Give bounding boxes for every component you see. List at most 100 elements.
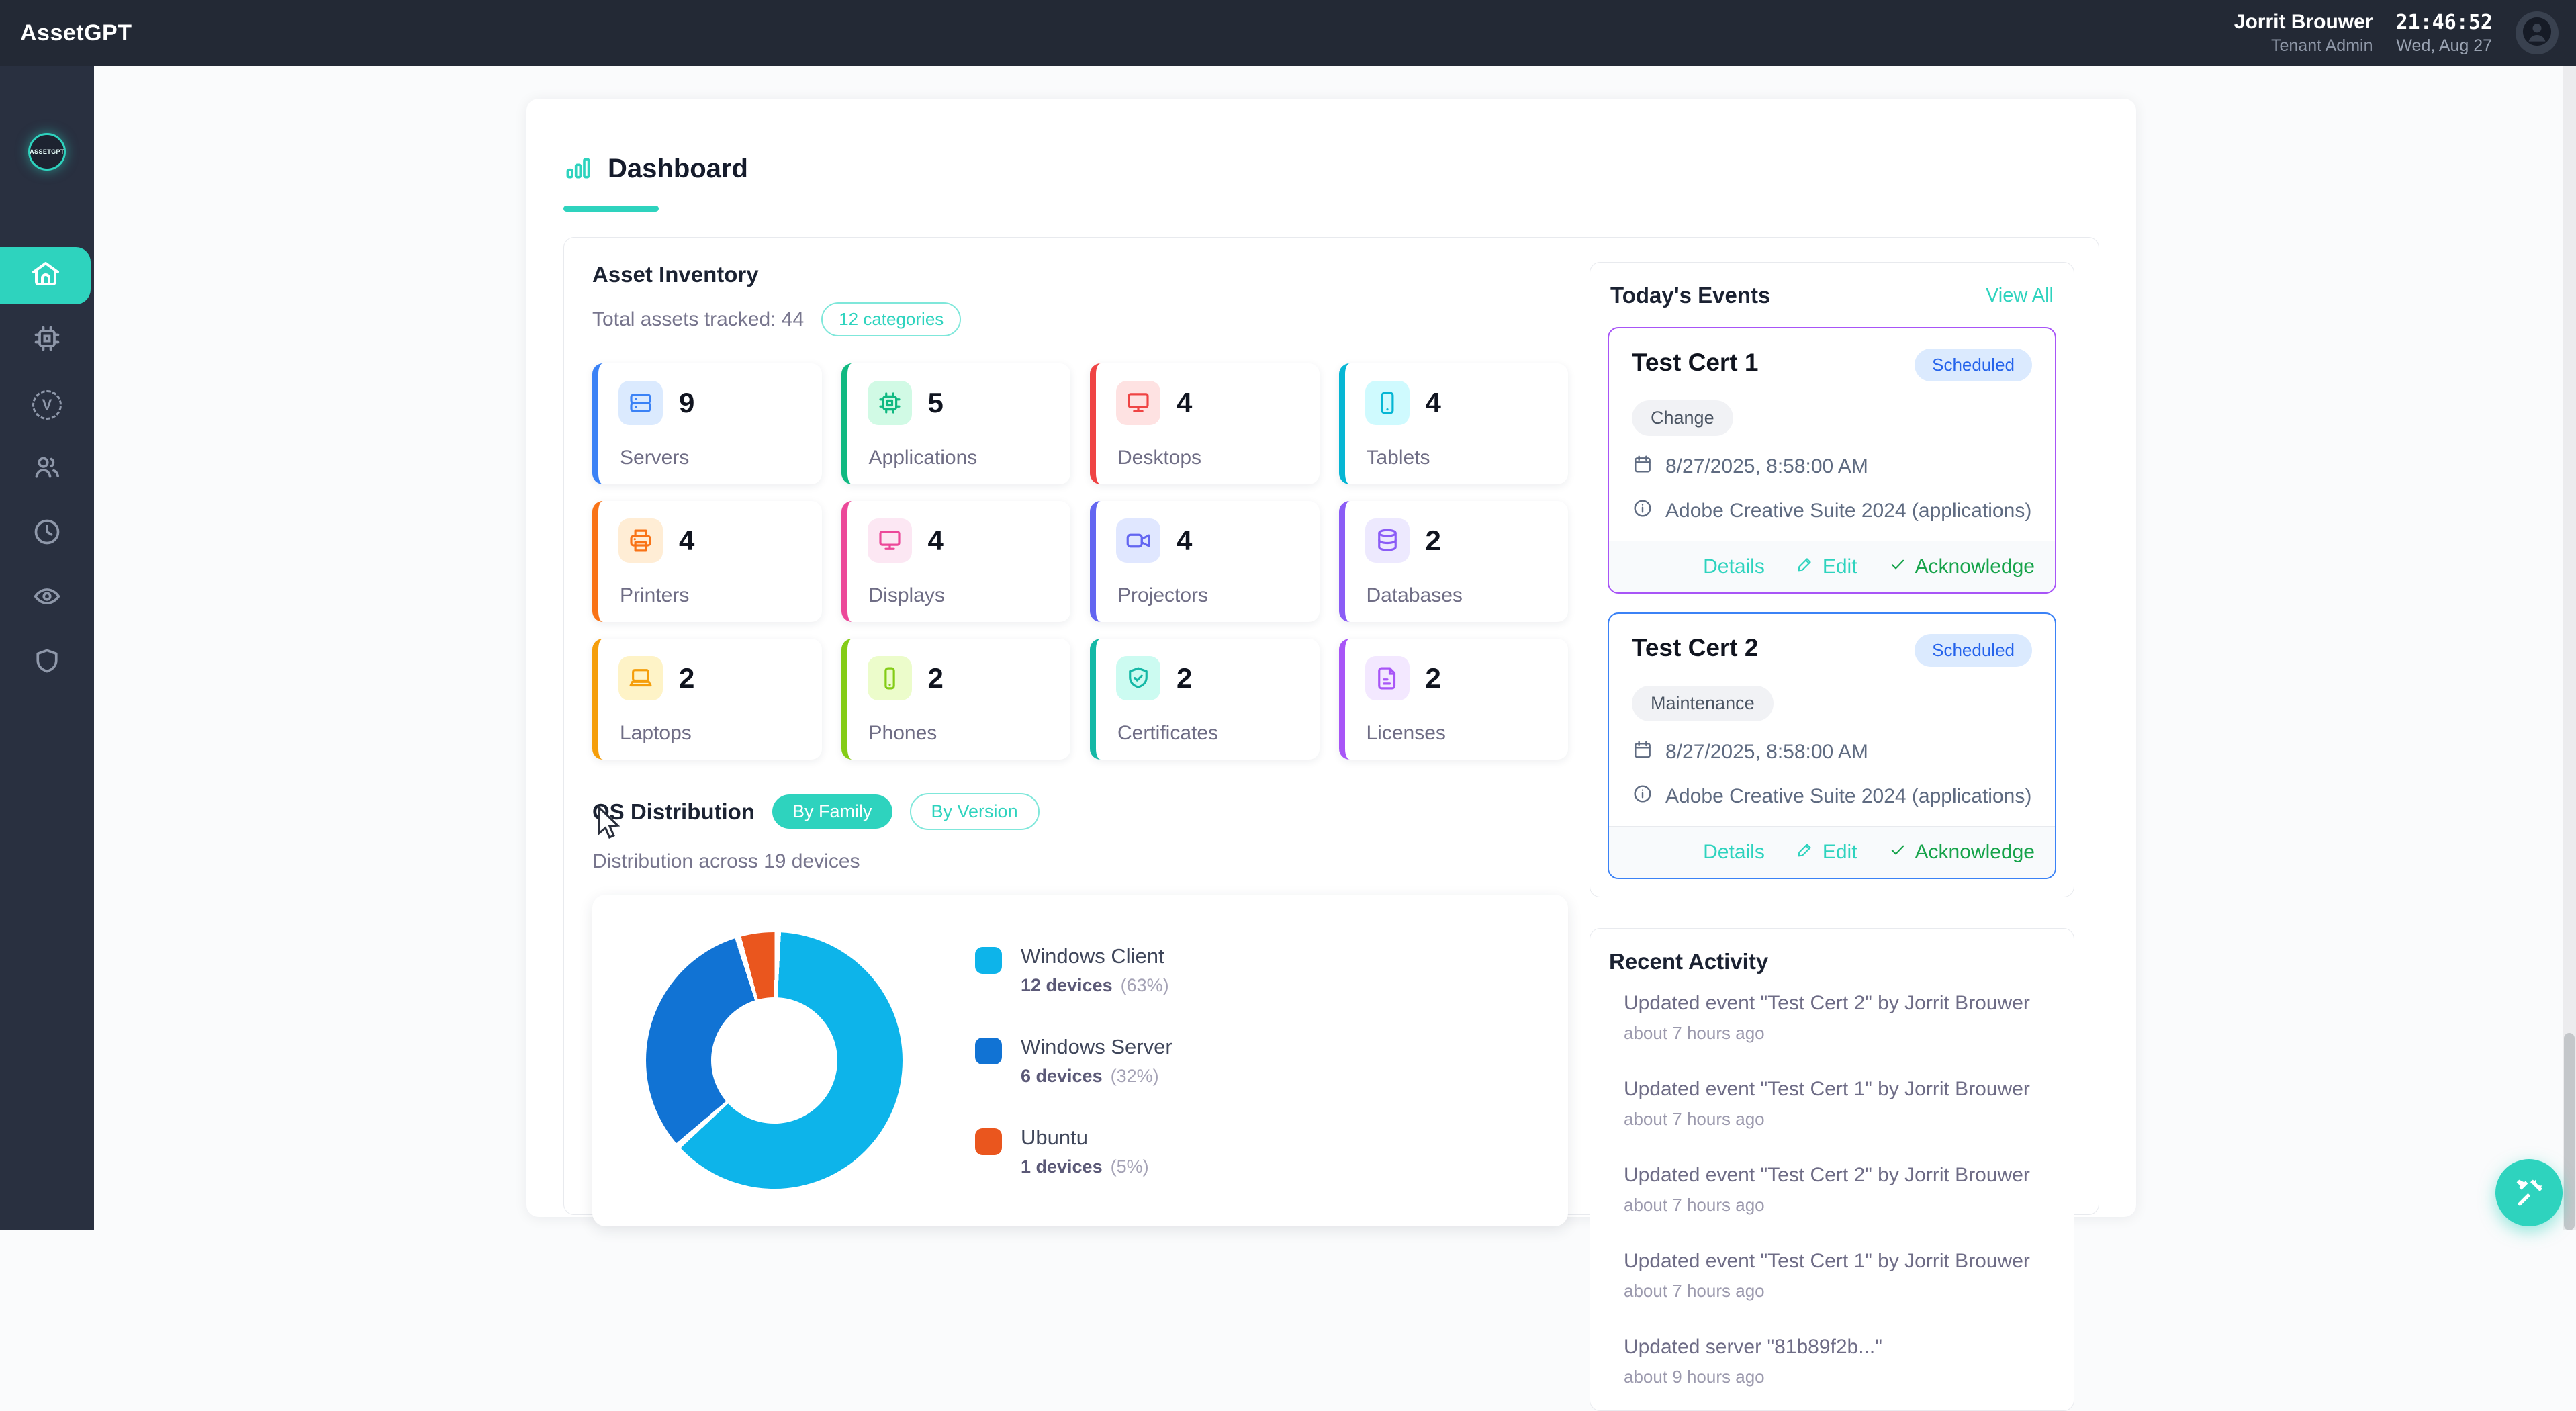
legend-swatch — [975, 1037, 1002, 1064]
asset-card-tablets[interactable]: 4 Tablets — [1338, 363, 1568, 484]
event-subject: Adobe Creative Suite 2024 (applications) — [1665, 785, 2032, 807]
event-type-tag: Maintenance — [1632, 686, 1774, 721]
asset-count: 2 — [1425, 662, 1441, 694]
main-area: Dashboard Asset Inventory Total assets t… — [94, 66, 2563, 1411]
asset-card-laptops[interactable]: 2 Laptops — [592, 639, 822, 760]
event-title: Test Cert 1 — [1632, 349, 1759, 376]
status-badge: Scheduled — [1915, 634, 2032, 667]
content-wrapper: Asset Inventory Total assets tracked: 44… — [563, 237, 2099, 1411]
left-column: Asset Inventory Total assets tracked: 44… — [592, 262, 1568, 1226]
activity-item[interactable]: Updated event "Test Cert 1" by Jorrit Br… — [1609, 1060, 2055, 1146]
clock-time: 21:46:52 — [2395, 10, 2493, 34]
acknowledge-button[interactable]: Acknowledge — [1888, 840, 2035, 864]
mouse-cursor — [594, 805, 625, 847]
activity-item[interactable]: Updated event "Test Cert 2" by Jorrit Br… — [1609, 1146, 2055, 1232]
donut-chart — [646, 932, 903, 1189]
asset-inventory-subtitle: Total assets tracked: 44 — [592, 308, 804, 330]
sidebar-item-history[interactable] — [0, 505, 94, 562]
calendar-icon — [1632, 453, 1653, 480]
asset-label: Laptops — [620, 722, 692, 744]
right-column: Today's Events View All Test Cert 1 Sched… — [1590, 262, 2074, 1411]
sidebar-item-monitoring[interactable] — [0, 570, 94, 627]
printer-icon — [618, 518, 663, 563]
asset-grid: 9 Servers 5 Applications 4 Desktops 4 Tablets 4 P… — [592, 363, 1568, 760]
asset-card-databases[interactable]: 2 Databases — [1338, 501, 1568, 622]
projector-icon — [1116, 518, 1160, 563]
activity-item[interactable]: Updated event "Test Cert 2" by Jorrit Br… — [1609, 974, 2055, 1060]
details-button[interactable]: Details — [1703, 555, 1765, 578]
bar-chart-icon — [563, 152, 593, 185]
activity-text: Updated event "Test Cert 2" by Jorrit Br… — [1624, 1164, 2030, 1186]
asset-card-servers[interactable]: 9 Servers — [592, 363, 822, 484]
asset-card-phones[interactable]: 2 Phones — [841, 639, 1070, 760]
sidebar-logo-badge[interactable]: ASSETGPT — [28, 133, 66, 171]
legend-label: Windows Server — [1021, 1034, 1172, 1058]
dashboard-header: Dashboard — [563, 152, 2099, 185]
eye-icon — [32, 582, 62, 615]
activity-item[interactable]: Updated event "Test Cert 1" by Jorrit Br… — [1609, 1232, 2055, 1318]
status-badge: Scheduled — [1915, 349, 2032, 381]
chart-legend: Windows Client 12 devices (63%) Windows Ser… — [975, 944, 1172, 1177]
edit-button[interactable]: Edit — [1796, 840, 1857, 864]
title-underline — [563, 206, 659, 212]
scrollbar-thumb[interactable] — [2564, 1033, 2575, 1230]
dashboard-card: Dashboard Asset Inventory Total assets t… — [526, 99, 2136, 1411]
asset-card-projectors[interactable]: 4 Projectors — [1090, 501, 1320, 622]
sidebar-item-security[interactable] — [0, 634, 94, 691]
cpu-icon — [32, 324, 62, 357]
event-type-tag: Change — [1632, 400, 1733, 436]
edit-button[interactable]: Edit — [1796, 555, 1857, 579]
asset-label: Certificates — [1117, 722, 1219, 744]
asset-count: 2 — [1425, 525, 1441, 556]
recent-activity-card: Recent Activity Updated event "Test Cert… — [1590, 928, 2074, 1411]
pencil-icon — [1796, 840, 1814, 864]
asset-count: 4 — [927, 525, 944, 556]
sidebar-item-home[interactable] — [0, 247, 91, 304]
asset-label: Desktops — [1117, 447, 1202, 469]
activity-text: Updated event "Test Cert 2" by Jorrit Br… — [1624, 992, 2030, 1014]
sidebar-item-users[interactable] — [0, 441, 94, 498]
by-version-toggle[interactable]: By Version — [909, 793, 1040, 830]
asset-count: 4 — [1425, 387, 1441, 418]
shield-check-icon — [1116, 656, 1160, 700]
activity-time: about 7 hours ago — [1624, 1109, 1765, 1129]
view-all-link[interactable]: View All — [1985, 284, 2054, 306]
by-family-toggle[interactable]: By Family — [772, 794, 892, 829]
user-avatar[interactable] — [2516, 11, 2559, 54]
asset-count: 4 — [679, 525, 695, 556]
asset-label: Databases — [1366, 584, 1463, 606]
user-name: Jorrit Brouwer — [2234, 10, 2373, 33]
home-icon — [30, 258, 62, 293]
details-button[interactable]: Details — [1703, 841, 1765, 863]
sidebar-item-devices[interactable] — [0, 312, 94, 369]
asset-label: Printers — [620, 584, 690, 606]
asset-card-printers[interactable]: 4 Printers — [592, 501, 822, 622]
person-icon — [2522, 16, 2552, 50]
activity-list: Updated event "Test Cert 2" by Jorrit Br… — [1609, 974, 2055, 1404]
asset-count: 9 — [679, 387, 695, 418]
sidebar-item-versions[interactable]: V — [0, 376, 94, 433]
recent-activity-title: Recent Activity — [1609, 949, 1769, 974]
page-scrollbar[interactable] — [2563, 66, 2576, 1230]
info-icon — [1632, 783, 1653, 810]
categories-badge: 12 categories — [821, 302, 962, 336]
asset-card-licenses[interactable]: 2 Licenses — [1338, 639, 1568, 760]
asset-card-desktops[interactable]: 4 Desktops — [1090, 363, 1320, 484]
acknowledge-button[interactable]: Acknowledge — [1888, 555, 2035, 579]
todays-events-title: Today's Events — [1610, 283, 1771, 308]
event-card: Test Cert 2 Scheduled Maintenance 8/27/2025… — [1608, 612, 2056, 879]
check-icon — [1888, 555, 1907, 579]
asset-count: 4 — [1177, 525, 1193, 556]
asset-label: Licenses — [1366, 722, 1446, 744]
asset-card-displays[interactable]: 4 Displays — [841, 501, 1070, 622]
chip-icon — [867, 381, 912, 425]
asset-label: Phones — [868, 722, 937, 744]
asset-card-certificates[interactable]: 2 Certificates — [1090, 639, 1320, 760]
legend-percent: (63%) — [1120, 974, 1169, 995]
tools-fab-button[interactable] — [2495, 1159, 2563, 1226]
clock-date: Wed, Aug 27 — [2396, 36, 2493, 55]
app-logo: AssetGPT — [20, 19, 132, 46]
legend-item: Windows Server 6 devices (32%) — [975, 1035, 1172, 1087]
activity-item[interactable]: Updated server "81b89f2b..." about 9 hour… — [1609, 1318, 2055, 1404]
asset-card-applications[interactable]: 5 Applications — [841, 363, 1070, 484]
